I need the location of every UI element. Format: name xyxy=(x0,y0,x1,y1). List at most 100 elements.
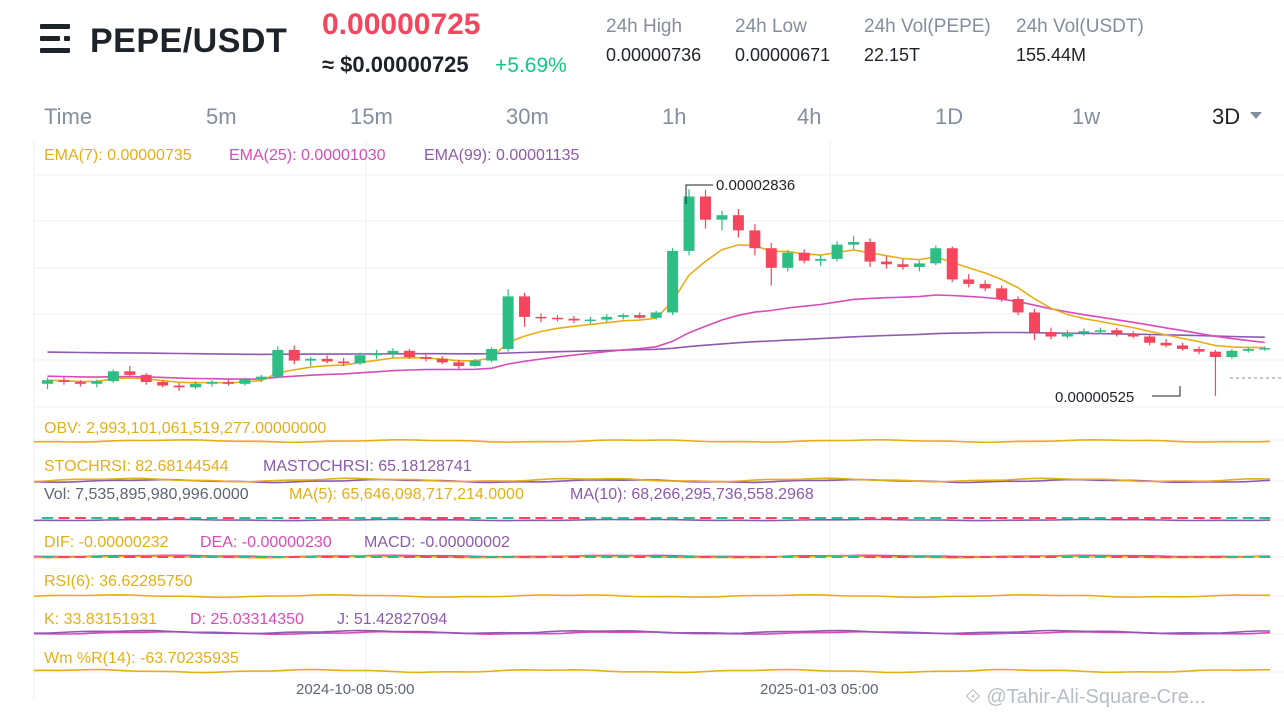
tab-4h[interactable]: 4h xyxy=(797,104,822,129)
high-price-label: 0.00002836 xyxy=(716,177,795,194)
volume-bar xyxy=(403,517,415,519)
macd-bar xyxy=(157,556,169,558)
candle-body xyxy=(963,279,975,284)
candle-body xyxy=(321,358,333,362)
candle-body xyxy=(930,248,942,264)
macd-bar xyxy=(634,556,646,558)
volume-bar xyxy=(519,517,531,519)
volume-bar xyxy=(946,517,958,519)
volume-bar xyxy=(255,517,267,519)
candle-body xyxy=(140,374,152,383)
macd-bar xyxy=(815,556,827,558)
volume-bar xyxy=(469,517,481,519)
macd-bar xyxy=(568,556,580,558)
macd-bar xyxy=(667,556,679,558)
pair-title[interactable]: PEPE/USDT xyxy=(90,22,288,60)
macd-bar xyxy=(700,556,711,558)
candle-body xyxy=(1242,349,1254,351)
volume-bar xyxy=(1242,517,1254,519)
candle-body xyxy=(1029,312,1040,333)
candle-body xyxy=(255,376,267,380)
volume-bar xyxy=(913,517,925,519)
candle-body xyxy=(568,318,580,321)
tab-5m[interactable]: 5m xyxy=(206,104,237,129)
stat-vol-pepe-label: 24h Vol(PEPE) xyxy=(864,16,991,37)
macd-bar xyxy=(1045,556,1057,558)
candle-body xyxy=(749,230,761,249)
candle-body xyxy=(486,349,498,361)
volume-bar xyxy=(107,517,119,519)
tab-1d[interactable]: 1D xyxy=(935,104,964,129)
menu-icon[interactable] xyxy=(40,24,74,54)
candle-body xyxy=(667,250,679,313)
x-tick-1: 2024-10-08 05:00 xyxy=(296,681,415,698)
candle-body xyxy=(436,358,448,363)
dea-legend: DEA: -0.00000230 xyxy=(200,534,332,551)
macd-bar xyxy=(1209,556,1221,558)
candle-body xyxy=(732,215,744,231)
tab-30m[interactable]: 30m xyxy=(506,104,549,129)
volume-bar xyxy=(140,517,152,519)
candle-body xyxy=(338,361,350,364)
macd-bar xyxy=(1144,556,1156,558)
volume-bar xyxy=(91,517,103,519)
volume-bar xyxy=(58,517,70,519)
macd-bar xyxy=(469,556,481,558)
stat-vol-usdt-value: 155.44M xyxy=(1016,45,1087,65)
candle-body xyxy=(74,382,86,384)
volume-bar xyxy=(74,517,86,519)
macd-bar xyxy=(716,556,728,558)
chevron-down-icon[interactable] xyxy=(1250,112,1262,119)
candle-body xyxy=(1127,333,1139,337)
volume-bar xyxy=(502,517,514,519)
macd-bar xyxy=(272,556,284,558)
candle-body xyxy=(354,355,366,364)
macd-bar xyxy=(831,556,843,558)
candle-body xyxy=(91,381,103,384)
macd-bar xyxy=(486,556,498,558)
tab-15m[interactable]: 15m xyxy=(350,104,393,129)
macd-bar xyxy=(946,556,958,558)
candle-body xyxy=(42,380,53,384)
candle-body xyxy=(502,296,514,350)
candle-body xyxy=(1259,348,1271,350)
volume-bar xyxy=(979,517,991,519)
volume-bar xyxy=(272,517,284,519)
macd-bar xyxy=(321,556,333,558)
tab-3d[interactable]: 3D xyxy=(1212,104,1241,129)
volume-bar xyxy=(568,517,580,519)
stat-high-value: 0.00000736 xyxy=(606,45,702,65)
candle-body xyxy=(173,385,185,388)
candle-body xyxy=(650,312,662,318)
candle-body xyxy=(1209,351,1221,358)
j-legend: J: 51.42827094 xyxy=(337,611,448,628)
tab-1h[interactable]: 1h xyxy=(662,104,687,129)
macd-bar xyxy=(913,556,925,558)
macd-bar xyxy=(420,556,432,558)
candle-body xyxy=(634,315,646,318)
volume-bar xyxy=(535,517,547,519)
candle-body xyxy=(864,241,876,262)
volume-bar xyxy=(1144,517,1156,519)
tab-time[interactable]: Time xyxy=(44,104,93,129)
volume-bar xyxy=(173,517,185,519)
macd-bar xyxy=(683,556,695,558)
volume-bar xyxy=(831,517,843,519)
volume-bar xyxy=(436,517,448,519)
candle-body xyxy=(782,252,794,268)
macd-bar xyxy=(58,556,70,558)
candle-body xyxy=(305,358,317,361)
tab-1w[interactable]: 1w xyxy=(1072,104,1101,129)
macd-bar xyxy=(222,556,234,558)
candle-body xyxy=(700,196,711,220)
macd-bar xyxy=(1127,556,1139,558)
macd-bar xyxy=(91,556,103,558)
candle-body xyxy=(683,196,695,251)
macd-bar xyxy=(617,556,629,558)
candle-body xyxy=(1160,342,1172,346)
volume-bar xyxy=(486,517,498,519)
low-price-label: 0.00000525 xyxy=(1055,389,1134,406)
ma5-legend: MA(5): 65,646,098,717,214.0000 xyxy=(289,486,524,503)
last-price: 0.00000725 xyxy=(322,8,481,41)
